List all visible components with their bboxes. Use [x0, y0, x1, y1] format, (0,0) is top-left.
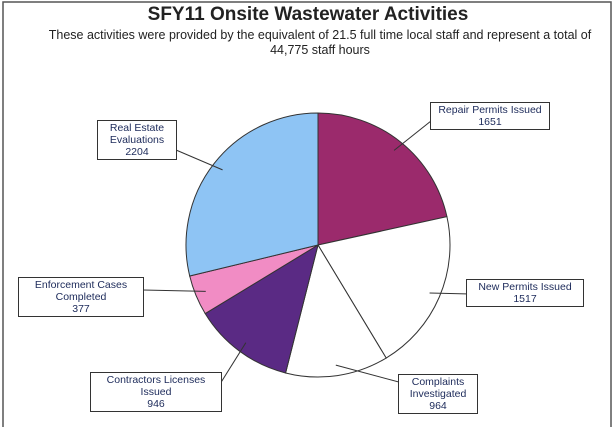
leader-line — [393, 116, 437, 151]
leader-line — [429, 292, 471, 295]
leader-line — [219, 342, 247, 385]
leader-line — [142, 289, 206, 292]
pie-slice — [284, 243, 387, 378]
label-value: 1517 — [513, 293, 537, 305]
data-label: Enforcement Cases Completed 377 — [18, 277, 144, 317]
label-value: 964 — [429, 400, 447, 412]
leader-line — [335, 364, 411, 386]
pie-slice — [317, 216, 451, 359]
label-value: 2204 — [125, 146, 149, 158]
label-name: Enforcement Cases Completed — [34, 279, 128, 303]
pie-slice — [185, 112, 319, 277]
label-value: 377 — [72, 303, 90, 315]
chart-subtitle: These activities were provided by the eq… — [48, 28, 592, 57]
pie-slice — [317, 112, 448, 246]
pie-slice — [204, 243, 319, 374]
label-name: Contractors Licenses Issued — [106, 374, 206, 398]
data-label: Contractors Licenses Issued 946 — [90, 372, 222, 412]
data-label: New Permits Issued 1517 — [466, 279, 584, 307]
label-name: Repair Permits Issued — [438, 104, 542, 116]
label-value: 946 — [147, 398, 165, 410]
data-label: Complaints Investigated 964 — [398, 374, 478, 414]
data-label: Repair Permits Issued 1651 — [430, 102, 550, 130]
label-name: Complaints Investigated — [409, 376, 467, 400]
label-name: New Permits Issued — [478, 281, 572, 293]
label-value: 1651 — [478, 116, 502, 128]
leader-line — [175, 149, 223, 171]
chart-title: SFY11 Onsite Wastewater Activities — [147, 4, 469, 25]
label-name: Real Estate Evaluations — [109, 122, 165, 146]
data-label: Real Estate Evaluations 2204 — [97, 120, 177, 160]
